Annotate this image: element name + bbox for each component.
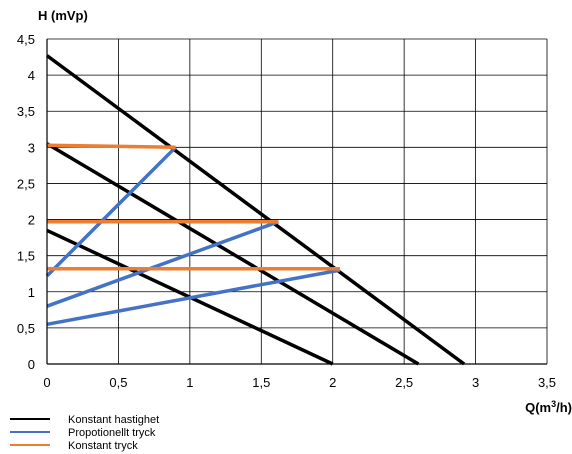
y-axis-title: H (mVp): [38, 8, 88, 23]
tick-labels: 0 0,5 1 1,5 2 2,5 3 3,5 4 4,5 0 0,5 1 1,5 2 2,5 3 3,5: [17, 32, 556, 390]
axes: [46, 39, 547, 365]
x-tick-label: 3,5: [538, 375, 556, 390]
series-line-propotionellt-tryck-2: [46, 220, 280, 308]
x-tick-label: 2,5: [395, 375, 413, 390]
series-line-konstant-hastighet-2: [46, 142, 420, 366]
series-line-propotionellt-tryck-3: [46, 268, 341, 327]
legend-label: Konstant tryck: [68, 440, 138, 452]
y-tick-label: 2: [28, 213, 35, 228]
legend-label: Konstant hastighet: [68, 414, 159, 426]
x-tick-label: 1,5: [252, 375, 270, 390]
y-tick-label: 3,5: [17, 104, 35, 119]
y-tick-label: 3: [28, 140, 35, 155]
y-tick-label: 2,5: [17, 176, 35, 191]
x-tick-label: 3: [472, 375, 479, 390]
series-line-propotionellt-tryck-1: [45, 146, 177, 278]
x-tick-label: 2: [329, 375, 336, 390]
x-tick-label: 0,5: [109, 375, 127, 390]
series-line-konstant-hastighet-1: [45, 54, 466, 366]
plot-lines: [45, 54, 466, 366]
y-tick-label: 0,5: [17, 321, 35, 336]
x-tick-label: 0: [43, 375, 50, 390]
x-axis-title: Q(m3/h): [525, 399, 572, 415]
y-tick-label: 4,5: [17, 32, 35, 47]
x-tick-label: 1: [186, 375, 193, 390]
series-line-konstant-tryck-1: [46, 143, 176, 150]
y-tick-label: 1: [28, 285, 35, 300]
y-tick-label: 1,5: [17, 249, 35, 264]
legend-label: Propotionellt tryck: [68, 427, 156, 439]
y-tick-label: 4: [28, 68, 35, 83]
y-tick-label: 0: [28, 357, 35, 372]
